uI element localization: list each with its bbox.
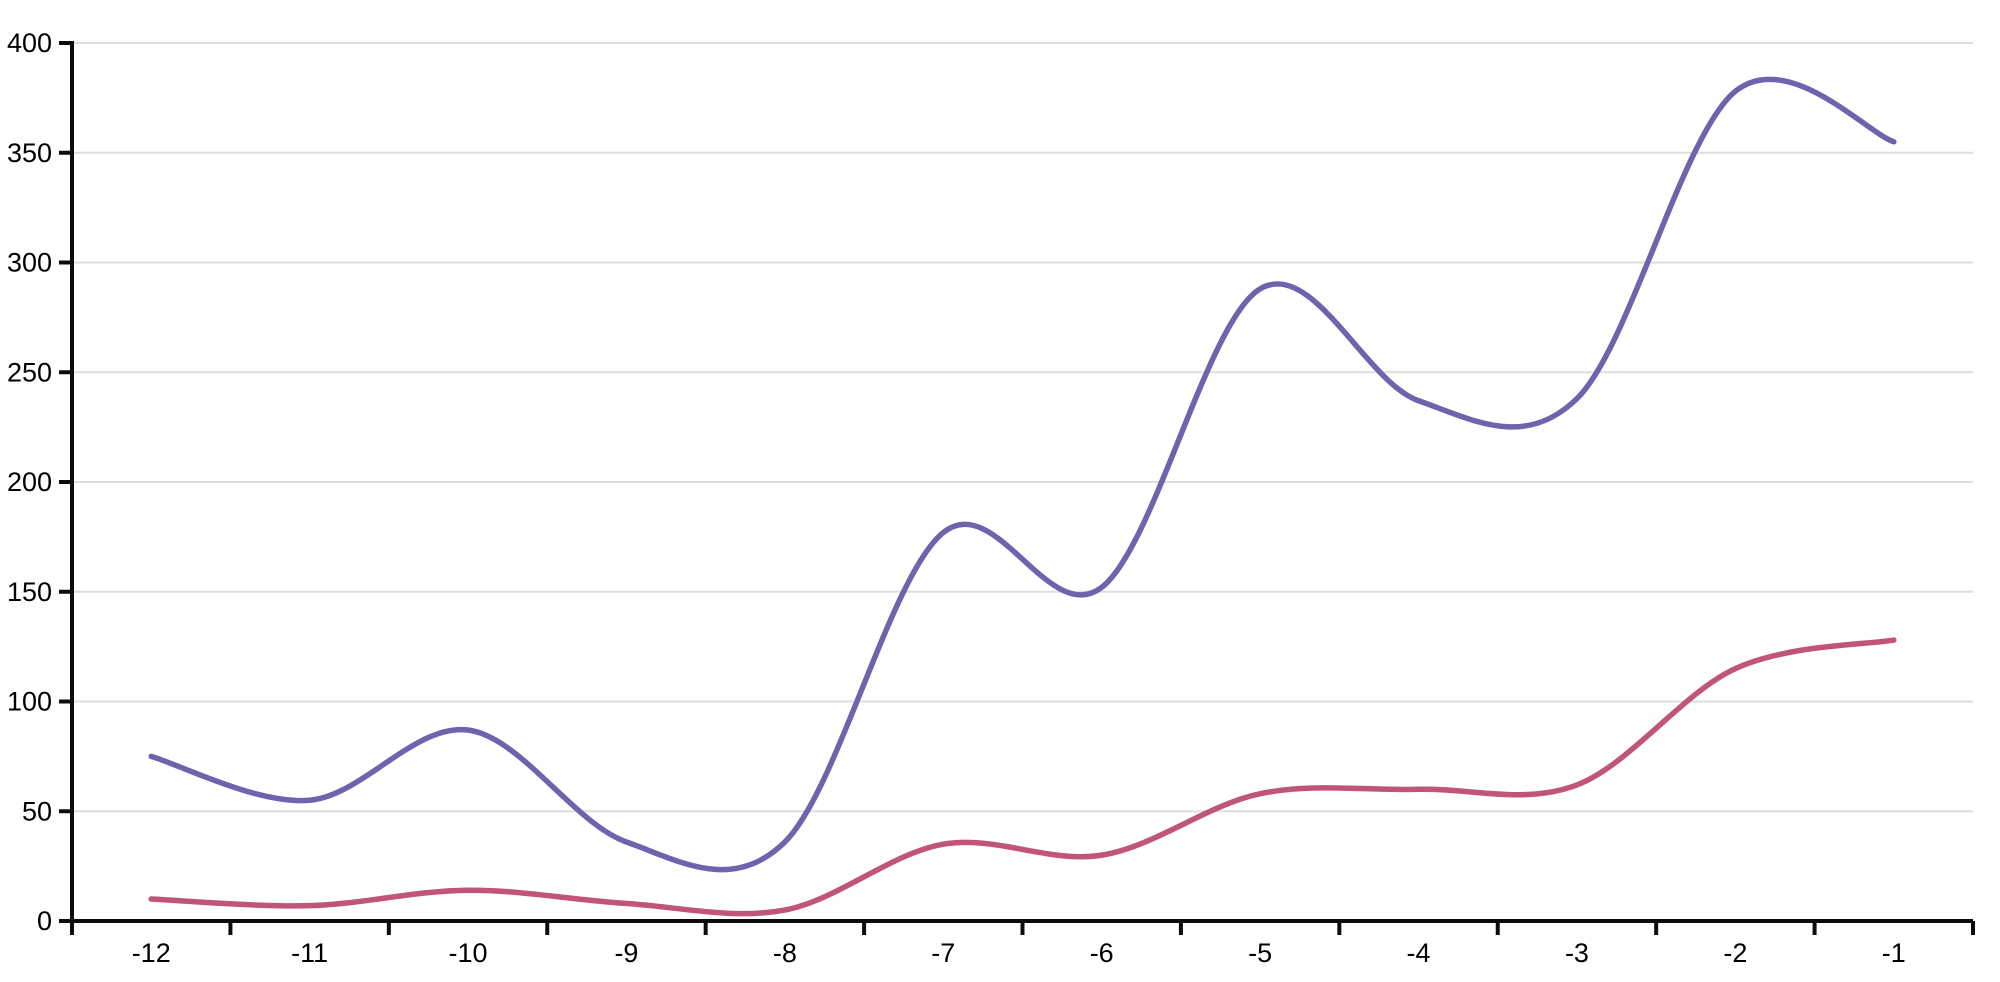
y-tick-label: 300 (7, 248, 52, 278)
y-tick-label: 100 (7, 687, 52, 717)
x-tick-label: -4 (1407, 938, 1431, 968)
x-tick-label: -12 (132, 938, 171, 968)
y-tick-label: 50 (22, 796, 52, 826)
y-tick-label: 150 (7, 577, 52, 607)
x-tick-label: -2 (1723, 938, 1747, 968)
series-group (148, 76, 1897, 917)
y-tick-label: 0 (37, 906, 52, 936)
x-tick-label: -3 (1565, 938, 1589, 968)
x-tick-label: -1 (1882, 938, 1906, 968)
y-tick-label: 350 (7, 138, 52, 168)
x-tick-label: -11 (291, 938, 328, 968)
x-tick-label: -9 (614, 938, 638, 968)
y-tick-label: 250 (7, 357, 52, 387)
purple-series-line (148, 76, 1897, 873)
y-axis-labels: 0 50 100 150 200 250 300 350 400 (7, 28, 52, 936)
x-tick-label: -10 (449, 938, 488, 968)
axes-group (59, 41, 1975, 935)
gridlines-group (72, 42, 1973, 813)
x-tick-label: -8 (773, 938, 797, 968)
x-tick-label: -7 (931, 938, 955, 968)
y-tick-label: 400 (7, 28, 52, 58)
y-tick-label: 200 (7, 467, 52, 497)
x-axis-labels: -12 -11 -10 -9 -8 -7 -6 -5 -4 -3 -2 -1 (132, 938, 1906, 968)
x-tick-label: -5 (1248, 938, 1272, 968)
pink-series-line (148, 637, 1897, 917)
x-tick-label: -6 (1090, 938, 1114, 968)
